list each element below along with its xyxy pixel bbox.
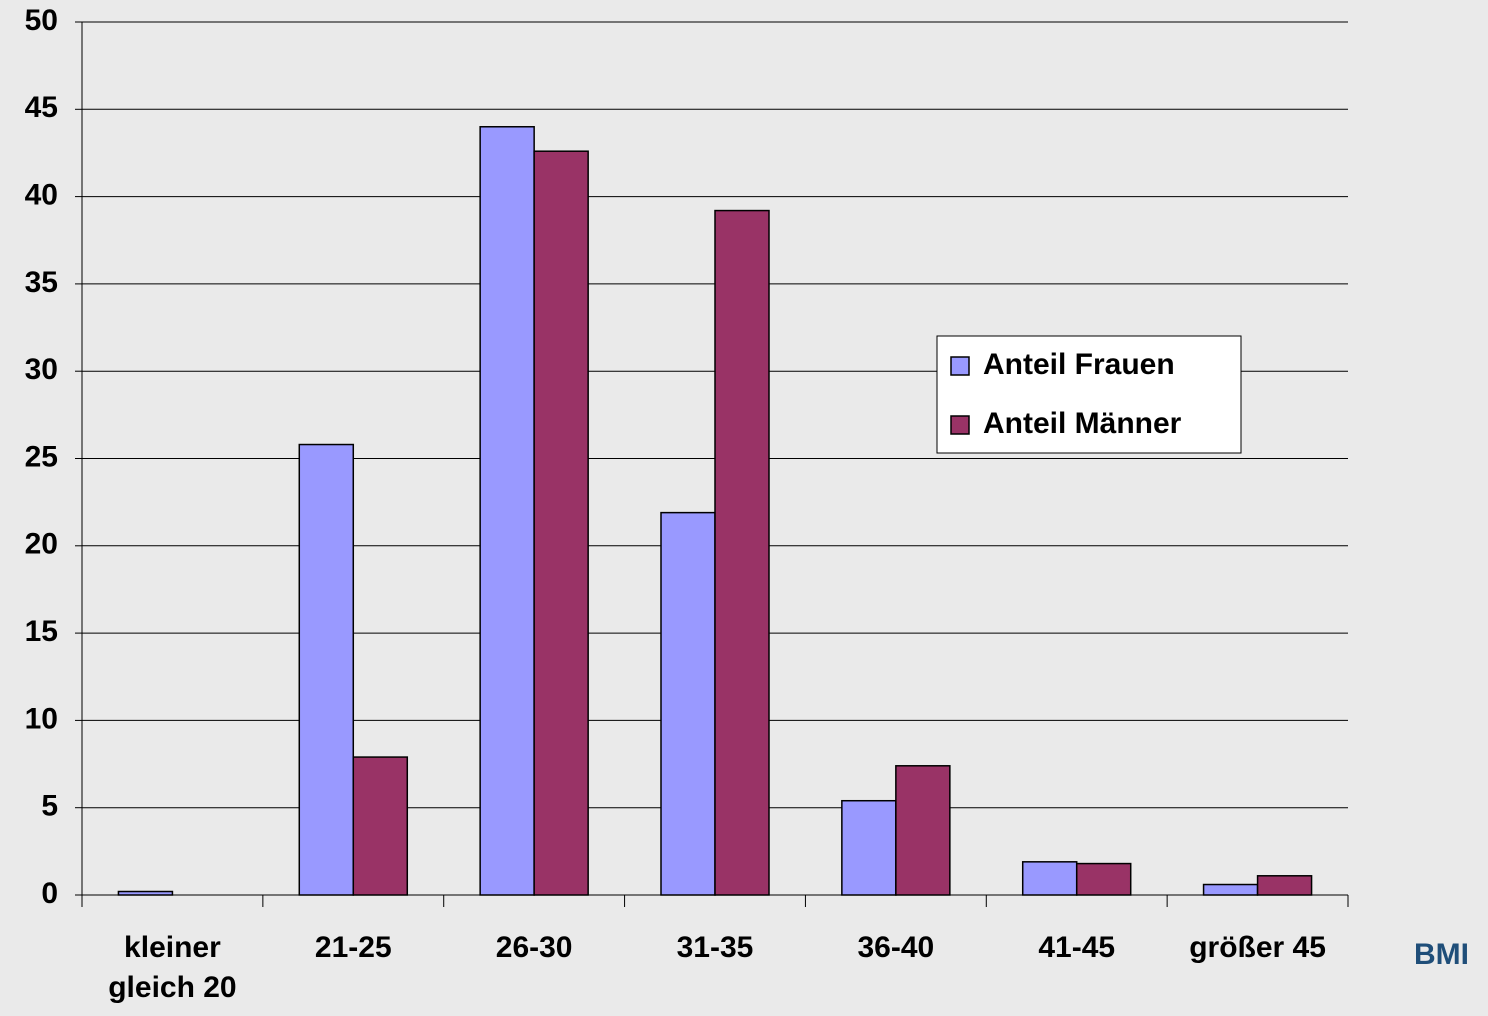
bar bbox=[533, 150, 589, 896]
x-tick-label: 31-35 bbox=[676, 931, 754, 964]
x-axis-label: BMI bbox=[1414, 938, 1469, 971]
x-tick-label: 36-40 bbox=[857, 931, 935, 964]
legend-swatch bbox=[950, 415, 970, 435]
y-tick-label: 30 bbox=[25, 353, 58, 386]
x-tick-label: kleiner gleich 20 bbox=[108, 931, 237, 1004]
y-tick-label: 40 bbox=[25, 179, 58, 212]
y-tick-label: 20 bbox=[25, 528, 58, 561]
bar bbox=[895, 765, 951, 896]
legend-label: Anteil Männer bbox=[983, 407, 1182, 440]
bar bbox=[1075, 862, 1132, 896]
x-tick-label: 41-45 bbox=[1038, 931, 1116, 964]
y-tick-label: 15 bbox=[25, 615, 58, 648]
bar bbox=[117, 890, 174, 896]
y-tick-label: 50 bbox=[25, 4, 58, 37]
bar bbox=[298, 443, 355, 896]
x-tick-label: größer 45 bbox=[1189, 931, 1326, 964]
x-tick-label: 26-30 bbox=[495, 931, 573, 964]
bar bbox=[714, 209, 770, 896]
legend-label: Anteil Frauen bbox=[983, 348, 1175, 381]
bar bbox=[1021, 861, 1078, 896]
bar bbox=[1256, 875, 1313, 896]
y-tick-label: 45 bbox=[25, 91, 58, 124]
y-tick-label: 0 bbox=[41, 877, 58, 910]
y-tick-label: 35 bbox=[25, 266, 58, 299]
bar bbox=[352, 756, 409, 896]
bar bbox=[660, 511, 716, 896]
y-tick-label: 25 bbox=[25, 440, 58, 473]
y-tick-label: 5 bbox=[41, 790, 58, 823]
x-tick-label: 21-25 bbox=[314, 931, 392, 964]
bar bbox=[479, 126, 535, 896]
legend-box bbox=[936, 335, 1242, 454]
bar bbox=[1202, 883, 1259, 896]
bar bbox=[841, 799, 897, 896]
legend-swatch bbox=[950, 356, 970, 376]
y-tick-label: 10 bbox=[25, 702, 58, 735]
